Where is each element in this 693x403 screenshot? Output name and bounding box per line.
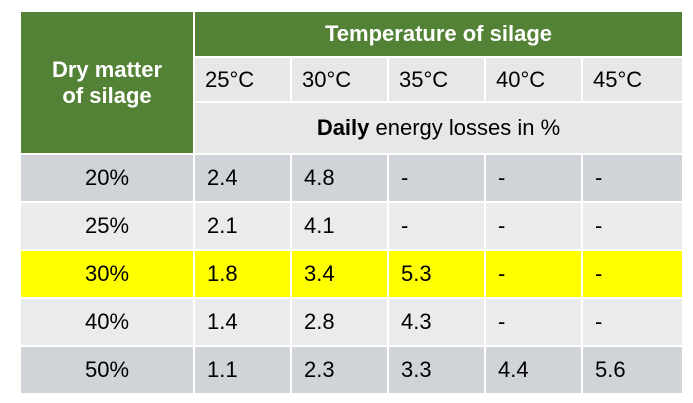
dry-matter-cell: 30%: [19, 249, 195, 299]
value-cell: 1.8: [193, 249, 292, 299]
dry-matter-cell: 25%: [19, 201, 195, 251]
value-cell: -: [484, 249, 583, 299]
temperature-header: Temperature of silage: [193, 10, 684, 58]
value-cell: 3.4: [290, 249, 389, 299]
value-cell: -: [484, 153, 583, 203]
temperature-45: 45°C: [581, 56, 684, 103]
value-cell: -: [387, 153, 486, 203]
value-cell: 3.3: [387, 345, 486, 395]
energy-losses-bold: Daily: [316, 115, 370, 140]
value-cell: 4.1: [290, 201, 389, 251]
dry-matter-header-line1: Dry matter: [51, 56, 163, 82]
value-cell: -: [484, 201, 583, 251]
dry-matter-cell: 50%: [19, 345, 195, 395]
table-row: 20% 2.4 4.8 - - -: [19, 153, 684, 203]
dry-matter-header: Dry matter of silage: [19, 10, 195, 155]
silage-energy-loss-table: Dry matter of silage Temperature of sila…: [19, 10, 684, 395]
value-cell: -: [581, 153, 684, 203]
dry-matter-header-line2: of silage: [62, 82, 152, 108]
value-cell: -: [484, 297, 583, 347]
table-row-highlighted: 30% 1.8 3.4 5.3 - -: [19, 249, 684, 299]
table-row: 25% 2.1 4.1 - - -: [19, 201, 684, 251]
value-cell: 2.8: [290, 297, 389, 347]
value-cell: 4.3: [387, 297, 486, 347]
value-cell: 2.3: [290, 345, 389, 395]
value-cell: 5.3: [387, 249, 486, 299]
value-cell: -: [581, 297, 684, 347]
energy-losses-subheader: Daily energy losses in %: [193, 101, 684, 155]
value-cell: 1.1: [193, 345, 292, 395]
temperature-40: 40°C: [484, 56, 583, 103]
value-cell: 5.6: [581, 345, 684, 395]
temperature-25: 25°C: [193, 56, 292, 103]
temperature-35: 35°C: [387, 56, 486, 103]
value-cell: -: [581, 249, 684, 299]
value-cell: 1.4: [193, 297, 292, 347]
table-row: 50% 1.1 2.3 3.3 4.4 5.6: [19, 345, 684, 395]
value-cell: 2.4: [193, 153, 292, 203]
dry-matter-cell: 20%: [19, 153, 195, 203]
energy-losses-text: energy losses in %: [369, 115, 561, 140]
value-cell: 4.4: [484, 345, 583, 395]
value-cell: 4.8: [290, 153, 389, 203]
value-cell: -: [387, 201, 486, 251]
temperature-30: 30°C: [290, 56, 389, 103]
table-row: 40% 1.4 2.8 4.3 - -: [19, 297, 684, 347]
dry-matter-cell: 40%: [19, 297, 195, 347]
value-cell: -: [581, 201, 684, 251]
value-cell: 2.1: [193, 201, 292, 251]
